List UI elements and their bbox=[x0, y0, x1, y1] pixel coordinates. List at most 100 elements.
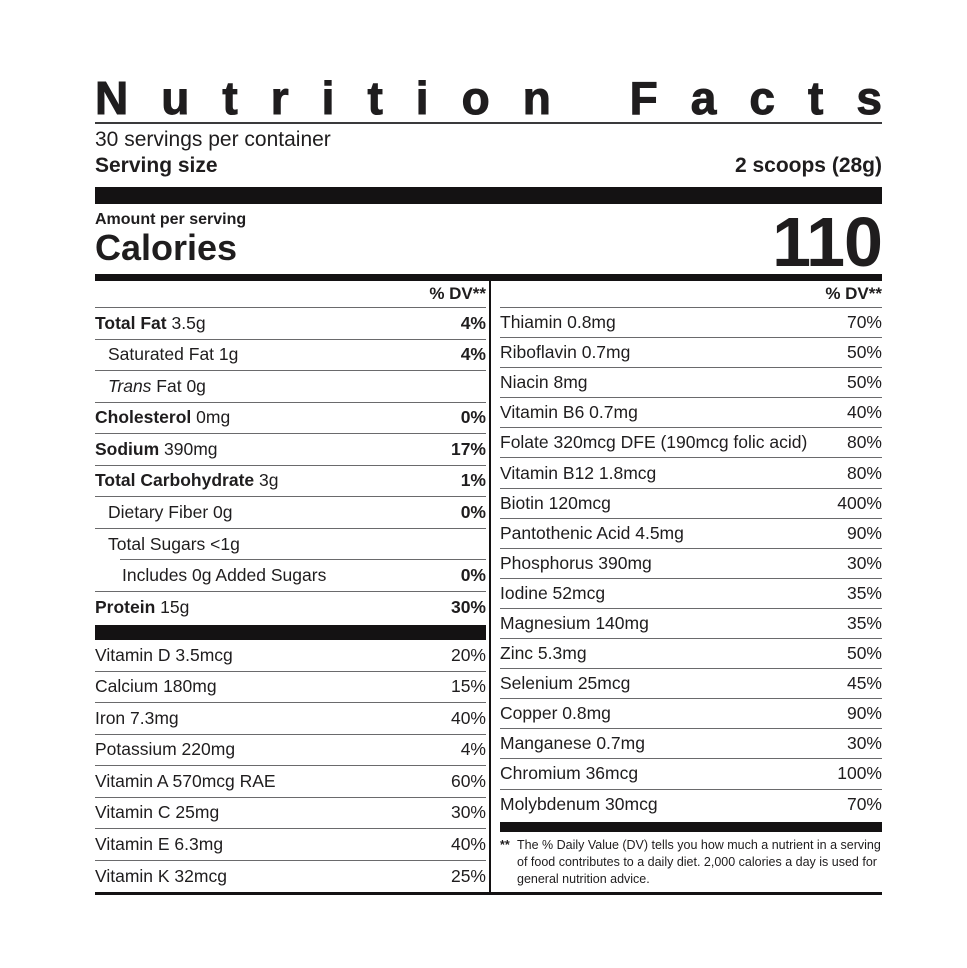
nutrient-row: Vitamin D 3.5mcg 20% bbox=[95, 640, 486, 672]
serving-size-value: 2 scoops (28g) bbox=[734, 154, 882, 177]
dv-header-right: % DV** bbox=[500, 281, 882, 308]
title-letter: s bbox=[856, 72, 883, 124]
nutrient-dv: 50% bbox=[846, 342, 882, 363]
nutrient-row: Protein 15g 30% bbox=[95, 592, 486, 624]
nutrient-row: Iodine 52mcg 35% bbox=[500, 579, 882, 609]
nutrient-dv: 45% bbox=[846, 673, 882, 694]
title-letter: n bbox=[522, 72, 551, 124]
thick-divider-bar bbox=[95, 187, 882, 204]
nutrient-row: Vitamin K 32mcg 25% bbox=[95, 861, 486, 893]
nutrient-dv: 80% bbox=[846, 462, 882, 483]
nutrient-name: Chromium 36mcg bbox=[500, 763, 639, 784]
nutrient-dv: 70% bbox=[846, 312, 882, 333]
nutrient-name: Phosphorus 390mg bbox=[500, 552, 652, 573]
title-letter: N bbox=[94, 72, 129, 124]
nutrient-dv: 0% bbox=[460, 407, 486, 428]
nutrient-dv: 35% bbox=[846, 612, 882, 633]
left-column-divider-bar bbox=[95, 625, 486, 640]
title-letter: t bbox=[807, 72, 824, 124]
nutrient-dv: 50% bbox=[846, 643, 882, 664]
vitamin-mineral-rows-right: Thiamin 0.8mg 70% Riboflavin 0.7mg 50% Niaci… bbox=[500, 308, 882, 820]
amount-per-serving-label: Amount per serving bbox=[95, 211, 247, 228]
serving-size-row: Serving size 2 scoops (28g) bbox=[95, 153, 882, 179]
title-letter: u bbox=[161, 72, 190, 124]
nutrient-dv: 60% bbox=[450, 770, 486, 791]
nutrient-name: Copper 0.8mg bbox=[500, 703, 611, 724]
nutrient-row: Selenium 25mcg 45% bbox=[500, 669, 882, 700]
nutrient-name: Dietary Fiber 0g bbox=[108, 501, 233, 522]
title-letter: c bbox=[749, 72, 776, 124]
medium-divider-bar bbox=[95, 274, 882, 281]
column-divider bbox=[489, 281, 491, 892]
nutrient-row: Vitamin E 6.3mg 40% bbox=[95, 829, 486, 861]
nutrient-name: Niacin 8mg bbox=[500, 372, 588, 393]
dv-header-left: % DV** bbox=[95, 281, 486, 308]
nutrient-dv: 20% bbox=[450, 644, 486, 665]
nutrient-name: Vitamin D 3.5mcg bbox=[95, 644, 233, 665]
nutrient-row: Folate 320mcg DFE (190mcg folic acid) 80% bbox=[500, 428, 882, 459]
nutrient-dv: 0% bbox=[460, 501, 486, 522]
servings-per-container: 30 servings per container bbox=[95, 128, 331, 151]
nutrient-name: Sodium 390mg bbox=[95, 438, 218, 459]
right-column-divider-bar bbox=[500, 821, 882, 832]
nutrient-name: Total Fat 3.5g bbox=[95, 312, 206, 333]
nutrient-name: Molybdenum 30mcg bbox=[500, 794, 658, 815]
title-letter: t bbox=[222, 72, 238, 124]
calories-labels: Amount per serving Calories bbox=[95, 210, 246, 267]
nutrient-name: Saturated Fat 1g bbox=[108, 344, 239, 365]
nutrient-row: Saturated Fat 1g 4% bbox=[95, 340, 486, 371]
footnote: ** The % Daily Value (DV) tells you how … bbox=[500, 832, 882, 892]
nutrient-name: Total Sugars <1g bbox=[108, 533, 240, 554]
nutrient-dv: 40% bbox=[450, 707, 486, 728]
nutrient-dv: 90% bbox=[846, 703, 882, 724]
nutrient-row: Riboflavin 0.7mg 50% bbox=[500, 338, 882, 369]
nutrient-dv: 4% bbox=[460, 312, 486, 333]
nutrient-row: Calcium 180mg 15% bbox=[95, 672, 486, 703]
nutrient-name: Vitamin B6 0.7mg bbox=[500, 402, 638, 423]
nutrient-dv: 90% bbox=[846, 522, 882, 543]
calories-label: Calories bbox=[95, 227, 238, 268]
title-letter bbox=[584, 76, 597, 120]
nutrient-row: Vitamin A 570mcg RAE 60% bbox=[95, 766, 486, 798]
title-letter: o bbox=[461, 72, 490, 124]
nutrient-name: Magnesium 140mg bbox=[500, 612, 649, 633]
nutrient-name: Vitamin A 570mcg RAE bbox=[95, 770, 276, 791]
nutrient-name: Cholesterol 0mg bbox=[95, 407, 231, 428]
nutrient-name: Vitamin B12 1.8mcg bbox=[500, 462, 657, 483]
calories-section: Amount per serving Calories 110 bbox=[95, 207, 883, 277]
right-column: % DV** Thiamin 0.8mg 70% Riboflavin 0.7mg 5… bbox=[491, 281, 882, 892]
title-letter: r bbox=[270, 72, 289, 124]
nutrient-row: Pantothenic Acid 4.5mg 90% bbox=[500, 519, 882, 549]
nutrient-name: Protein 15g bbox=[95, 596, 190, 617]
nutrient-dv: 40% bbox=[450, 833, 486, 854]
nutrient-dv: 1% bbox=[460, 470, 486, 491]
nutrient-name: Calcium 180mg bbox=[95, 676, 217, 697]
nutrient-name: Includes 0g Added Sugars bbox=[122, 564, 327, 585]
nutrient-row: Potassium 220mg 4% bbox=[95, 735, 486, 766]
nutrient-name: Vitamin E 6.3mg bbox=[95, 833, 224, 854]
nutrient-dv: 0% bbox=[460, 564, 486, 585]
nutrient-row: Magnesium 140mg 35% bbox=[500, 609, 882, 640]
nutrient-row: Total Sugars <1g bbox=[95, 529, 486, 561]
nutrient-dv: 70% bbox=[846, 794, 882, 815]
title-letter: t bbox=[367, 72, 383, 124]
nutrient-name: Iron 7.3mg bbox=[95, 707, 179, 728]
nutrient-name: Folate 320mcg DFE (190mcg folic acid) bbox=[500, 432, 808, 453]
nutrient-row: Includes 0g Added Sugars 0% bbox=[95, 560, 486, 592]
nutrient-row: Iron 7.3mg 40% bbox=[95, 703, 486, 735]
nutrient-dv: 35% bbox=[846, 582, 882, 603]
nutrient-row: Chromium 36mcg 100% bbox=[500, 759, 882, 790]
nutrient-dv: 17% bbox=[450, 438, 486, 459]
nutrient-dv: 40% bbox=[846, 402, 882, 423]
footnote-text: The % Daily Value (DV) tells you how muc… bbox=[517, 837, 881, 886]
nutrient-row: Total Carbohydrate 3g 1% bbox=[95, 466, 486, 497]
nutrient-name: Pantothenic Acid 4.5mg bbox=[500, 522, 684, 543]
nutrient-dv: 15% bbox=[450, 676, 486, 697]
nutrient-row: Zinc 5.3mg 50% bbox=[500, 639, 882, 670]
footnote-mark: ** bbox=[500, 837, 510, 852]
nutrient-dv: 4% bbox=[460, 739, 486, 760]
nutrient-dv: 50% bbox=[846, 372, 882, 393]
macronutrient-rows: Total Fat 3.5g 4% Saturated Fat 1g 4% Trans … bbox=[95, 308, 486, 623]
nutrient-name: Total Carbohydrate 3g bbox=[95, 470, 279, 491]
